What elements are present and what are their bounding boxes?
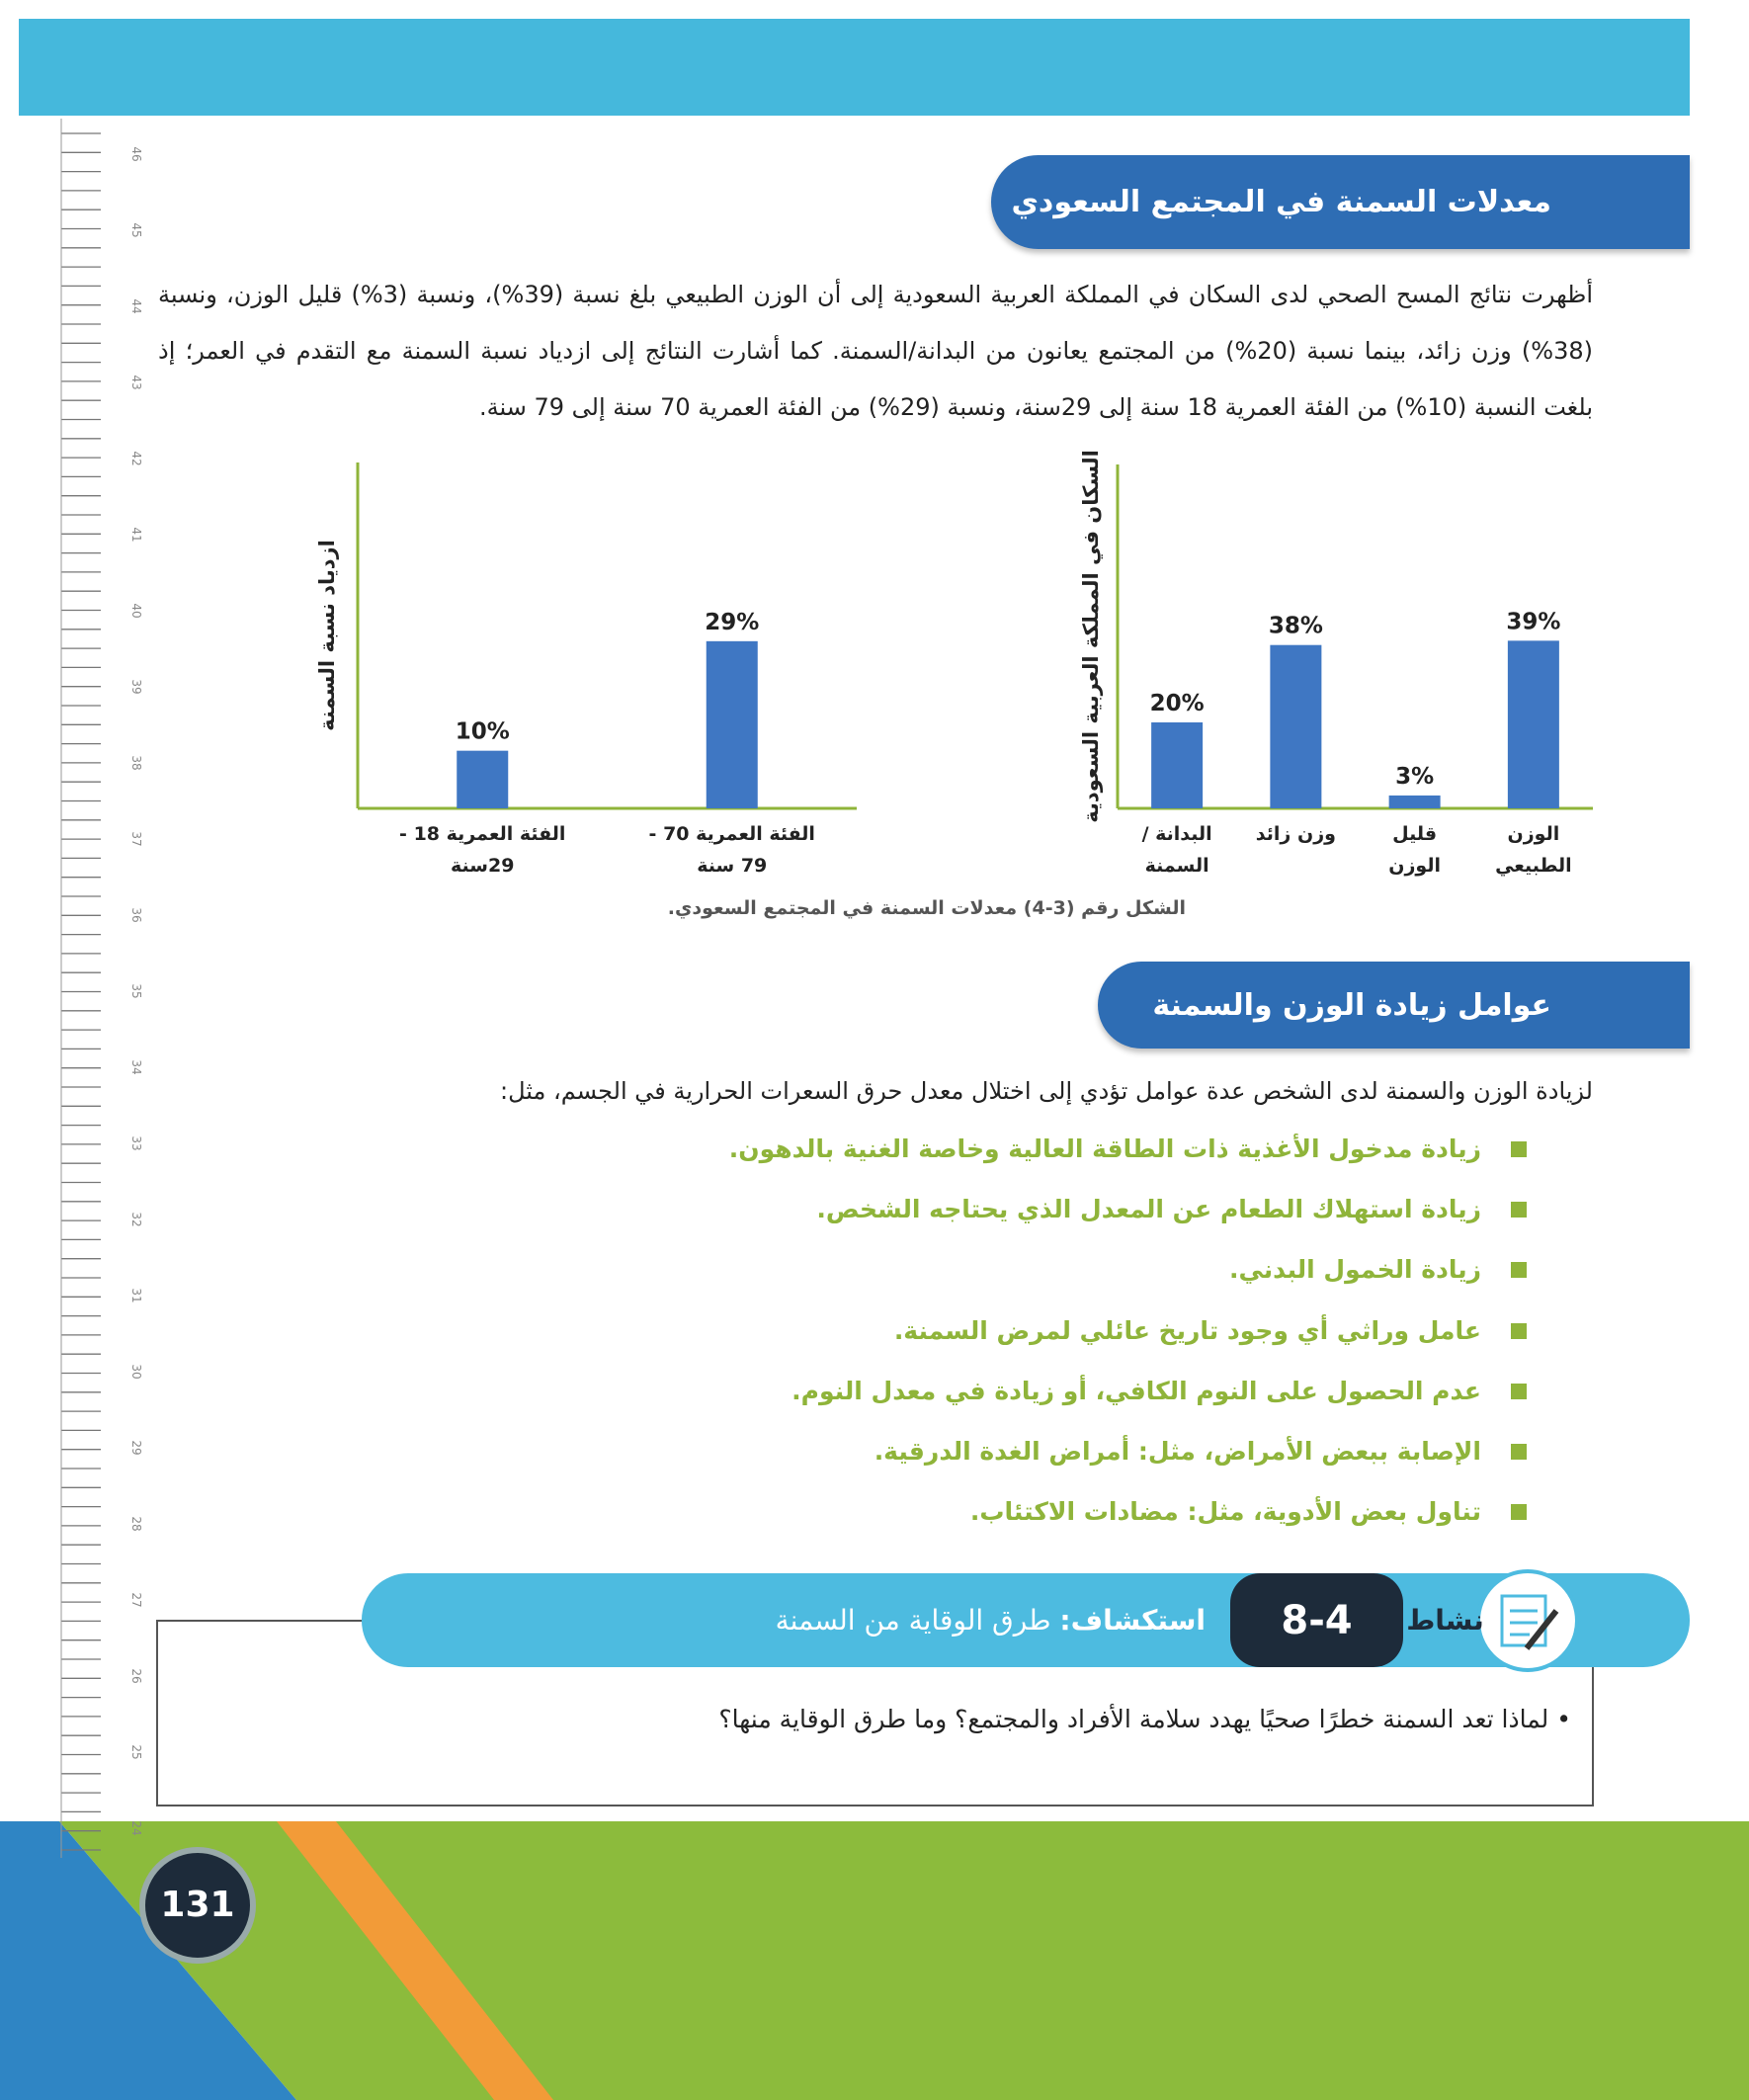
value-label: 10%	[456, 719, 510, 745]
page-number: 131	[160, 1885, 235, 1925]
bar	[1388, 795, 1441, 808]
activity-number-box	[1230, 1573, 1403, 1667]
ruler-label: 40	[129, 603, 143, 618]
bar	[1151, 722, 1204, 808]
figure-caption: الشكل رقم (3-4) معدلات السمنة في المجتمع…	[667, 897, 1186, 919]
bullet: الإصابة ببعض الأمراض، مثل: أمراض الغدة ا…	[341, 1427, 1527, 1487]
bullet-list: زيادة مدخول الأغذية ذات الطاقة العالية و…	[341, 1125, 1527, 1548]
bar	[706, 640, 758, 808]
bullet: زيادة استهلاك الطعام عن المعدل الذي يحتا…	[341, 1185, 1527, 1245]
activity-kind: استكشاف:	[1059, 1604, 1206, 1637]
ruler-label: 30	[129, 1364, 143, 1379]
ruler-label: 33	[129, 1135, 143, 1150]
activity-question: • لماذا تعد السمنة خطرًا صحيًا يهدد سلام…	[718, 1705, 1571, 1733]
activity-number: 8-4	[1281, 1598, 1353, 1643]
bottom-accent	[277, 1821, 553, 2100]
ruler-label: 25	[129, 1744, 143, 1759]
bullet: تناول بعض الأدوية، مثل: مضادات الاكتئاب.	[341, 1487, 1527, 1548]
bar	[457, 750, 509, 808]
bar	[1270, 644, 1322, 808]
category-label: وزن زائد	[1255, 823, 1336, 845]
ruler-label: 37	[129, 831, 143, 846]
ruler-label: 46	[129, 146, 143, 161]
category-label: الفئة العمرية 18 - 29سنة	[399, 823, 566, 877]
activity-label: نشاط	[1406, 1604, 1484, 1637]
activity-title: طرق الوقاية من السمنة	[775, 1604, 1051, 1637]
ruler-label: 34	[129, 1059, 143, 1074]
icon-pencil	[1524, 1609, 1559, 1650]
bar	[1507, 640, 1559, 808]
category-label: الفئة العمرية 70 - 79 سنة	[648, 823, 815, 877]
page-number-badge	[139, 1847, 256, 1964]
category-label: البدانة / السمنة	[1141, 823, 1212, 877]
top-band	[19, 19, 1690, 116]
ruler-label: 41	[129, 527, 143, 542]
section-title: عوامل زيادة الوزن والسمنة	[1098, 962, 1690, 1049]
ruler-label: 26	[129, 1668, 143, 1683]
paragraph: أظهرت نتائج المسح الصحي لدى السكان في ال…	[158, 281, 1594, 421]
bullet: زيادة مدخول الأغذية ذات الطاقة العالية و…	[341, 1125, 1527, 1185]
ruler-label: 24	[129, 1820, 143, 1835]
ruler-label: 31	[129, 1288, 143, 1302]
y-axis-title: ازدياد نسبة السمنة	[315, 540, 339, 731]
ruler-label: 43	[129, 375, 143, 389]
intro: لزيادة الوزن والسمنة لدى الشخص عدة عوامل…	[500, 1077, 1593, 1105]
value-label: 39%	[1506, 609, 1560, 634]
value-label: 38%	[1269, 614, 1323, 639]
y-axis-title: السكان في المملكة العربية السعودية	[1079, 450, 1103, 823]
ruler-label: 27	[129, 1592, 143, 1607]
ruler-label: 28	[129, 1516, 143, 1531]
question-text: لماذا تعد السمنة خطرًا صحيًا يهدد سلامة …	[718, 1705, 1549, 1733]
ruler: 46 45 44 43 42 41 40 39 38 37 36 35 34 33 32 31 30 29 28 27…	[60, 119, 143, 1858]
category-label: الوزن الطبيعي	[1495, 823, 1572, 877]
ruler-label: 29	[129, 1440, 143, 1455]
charts: السكان في المملكة العربية السعودية 39% 3% 3…	[315, 450, 1593, 823]
bullet: عدم الحصول على النوم الكافي، أو زيادة في…	[341, 1367, 1527, 1427]
ruler-label: 38	[129, 755, 143, 770]
category-label: قليل الوزن	[1388, 823, 1441, 877]
ruler-label: 42	[129, 451, 143, 465]
ruler-label: 32	[129, 1212, 143, 1226]
ruler-label: 36	[129, 907, 143, 922]
ruler-label: 45	[129, 222, 143, 237]
bullet: عامل وراثي أي وجود تاريخ عائلي لمرض السم…	[341, 1306, 1527, 1367]
bullet: زيادة الخمول البدني.	[341, 1245, 1527, 1305]
activity-heading: استكشاف: طرق الوقاية من السمنة	[494, 1593, 1206, 1648]
section-title: معدلات السمنة في المجتمع السعودي	[991, 155, 1690, 249]
ruler-label: 35	[129, 983, 143, 998]
ruler-label: 39	[129, 679, 143, 694]
activity-icon-sheet	[1500, 1594, 1547, 1647]
value-label: 29%	[705, 610, 759, 635]
value-label: 3%	[1395, 764, 1434, 790]
value-label: 20%	[1150, 691, 1205, 716]
ruler-label: 44	[129, 298, 143, 313]
bottom-stripe	[0, 1821, 296, 2100]
